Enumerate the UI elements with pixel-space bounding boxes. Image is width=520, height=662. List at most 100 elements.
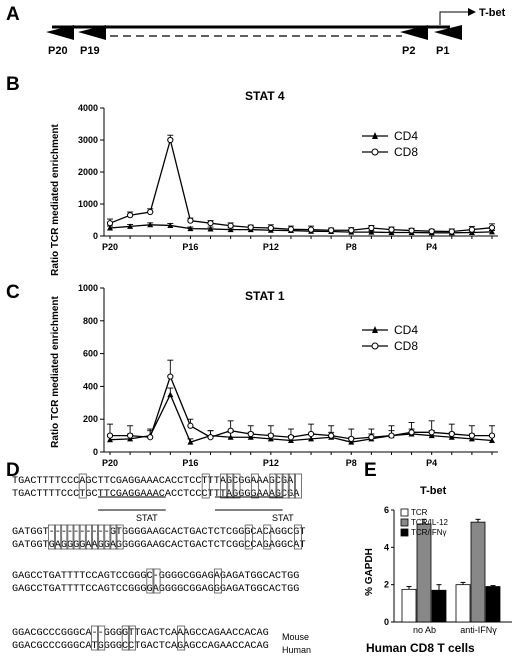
- data-point-cd8: [448, 430, 455, 438]
- data-point-cd8: [307, 430, 315, 438]
- data-point-cd8: [368, 434, 375, 441]
- data-point-cd8: [287, 226, 295, 233]
- data-point-cd4: [107, 436, 113, 443]
- mismatch-box: [84, 524, 93, 550]
- mismatch-box: [97, 625, 106, 651]
- x-tick-label: P12: [263, 458, 279, 468]
- panel-e-label: E: [364, 460, 377, 481]
- mismatch-box: [201, 473, 210, 499]
- mismatch-box: [232, 473, 241, 499]
- x-tick-label: P8: [346, 242, 357, 252]
- data-point-cd8: [388, 226, 395, 233]
- x-tick-label: P4: [426, 458, 437, 468]
- bar-y-tick-label: 6: [384, 505, 389, 515]
- mismatch-box: [48, 524, 56, 550]
- legend-marker: [372, 132, 378, 139]
- data-point-cd4: [489, 437, 495, 444]
- data-point-cd8: [428, 228, 435, 235]
- data-point-cd4: [227, 434, 234, 440]
- bar-y-tick-label: 2: [384, 580, 389, 590]
- bar-1-2: [485, 586, 501, 623]
- bar-legend-swatch: [400, 518, 409, 527]
- data-point-cd4: [187, 225, 194, 232]
- panel-c: C STAT 1 Ratio TCR mediated enrichment 0…: [6, 282, 498, 468]
- bar-1-0: [455, 584, 471, 623]
- data-point-cd4: [227, 226, 234, 233]
- sequence-line: GATGGT----------GTGGGGAAGCACTGACTCTCGGGC…: [12, 527, 305, 538]
- data-point-cd8: [227, 427, 234, 434]
- panel-d-label: D: [6, 460, 20, 481]
- sequence-line: TGACTTTTCCCTGCTTCGAGGAAACACCTCCCTTTAGGGG…: [12, 489, 300, 500]
- mismatch-box: [275, 473, 284, 499]
- primer-p20-arrow: [46, 25, 74, 40]
- mismatch-box: [60, 524, 69, 550]
- y-tick-label: 4000: [78, 103, 98, 113]
- data-point-cd8: [287, 434, 295, 441]
- x-tick-label: P8: [346, 458, 357, 468]
- legend-marker: [371, 148, 379, 156]
- sequence-line: GGACGCCCGGGCA--GGGGTTGACTCAAAGCCAGAACCAC…: [12, 628, 269, 639]
- data-point-cd4: [308, 435, 315, 442]
- mismatch-box: [281, 473, 290, 499]
- bar-legend-swatch: [400, 528, 409, 537]
- bar-y-tick-label: 4: [384, 542, 389, 552]
- data-point-cd8: [187, 217, 194, 224]
- mismatch-box: [293, 524, 302, 550]
- x-tick-label: P20: [102, 242, 118, 252]
- data-point-cd8: [488, 224, 496, 231]
- mismatch-box: [121, 625, 130, 651]
- y-tick-label: 800: [83, 316, 98, 326]
- data-point-cd8: [348, 435, 355, 442]
- data-point-cd8: [408, 227, 415, 234]
- chart-c-ylabel: Ratio TCR mediated enrichment: [50, 295, 61, 447]
- data-point-cd8: [428, 429, 435, 436]
- mismatch-box: [109, 524, 118, 550]
- mismatch-box: [226, 473, 235, 499]
- legend-marker: [371, 342, 379, 350]
- data-point-cd4: [147, 221, 154, 228]
- chart-b-plot: 0 1000 2000 3000 4000 P20 P16 P12 P8 P4 CD4 CD8: [78, 103, 498, 252]
- tss-arrowhead: [468, 8, 476, 16]
- mismatch-box: [287, 473, 296, 499]
- series-line-cd8: [109, 137, 493, 233]
- data-point-cd4: [187, 439, 194, 445]
- mismatch-box: [152, 568, 161, 594]
- sequence-alignment: TGACTTTTCCCAGCTTCGAGGAAACACCTCCTTTAGCGGA…: [12, 473, 305, 652]
- primer-p1-arrow: [434, 25, 462, 40]
- data-point-cd8: [267, 432, 274, 439]
- panel-e: E T-bet % GAPDH Human CD8 T cells 0 2 4 6 no…: [364, 460, 512, 655]
- data-point-cd4: [489, 228, 495, 235]
- chart-b-ylabel: Ratio TCR mediated enrichment: [50, 123, 61, 275]
- primer-label-p19: P19: [80, 45, 100, 57]
- y-tick-label: 1000: [78, 283, 98, 293]
- sequence-line: GGACGCCCGGGCATGGGGCCTGACTCAGAGCCAGAACCAC…: [12, 641, 269, 652]
- mismatch-box: [293, 473, 302, 499]
- data-point-cd8: [307, 226, 315, 233]
- legend-label-cd4: CD4: [394, 323, 418, 337]
- x-tick-label: P12: [263, 242, 279, 252]
- data-point-cd8: [147, 434, 154, 441]
- gene-label: T-bet: [479, 7, 506, 19]
- y-tick-label: 0: [93, 231, 98, 241]
- data-point-cd8: [388, 432, 395, 439]
- mismatch-box: [263, 524, 272, 550]
- data-point-cd8: [368, 224, 375, 232]
- x-tick-label: P16: [182, 458, 198, 468]
- primer-label-p2: P2: [402, 45, 415, 57]
- mismatch-box: [54, 524, 63, 550]
- chart-e-xlabel: Human CD8 T cells: [366, 641, 475, 655]
- bar-0-2: [431, 589, 447, 623]
- y-tick-label: 3000: [78, 135, 98, 145]
- mismatch-box: [66, 524, 75, 550]
- mismatch-box: [127, 625, 136, 651]
- panel-a: A P20 P19 P2 P1 T-bet: [6, 4, 506, 57]
- data-point-cd8: [147, 208, 154, 216]
- mismatch-box: [146, 568, 155, 594]
- data-point-cd8: [247, 224, 254, 231]
- panel-d: D TGACTTTTCCCAGCTTCGAGGAAACACCTCCTTTAGCG…: [6, 460, 311, 655]
- bar-legend-swatch: [400, 508, 409, 517]
- mismatch-box: [103, 524, 112, 550]
- data-point-cd8: [408, 429, 415, 436]
- mismatch-box: [91, 625, 99, 651]
